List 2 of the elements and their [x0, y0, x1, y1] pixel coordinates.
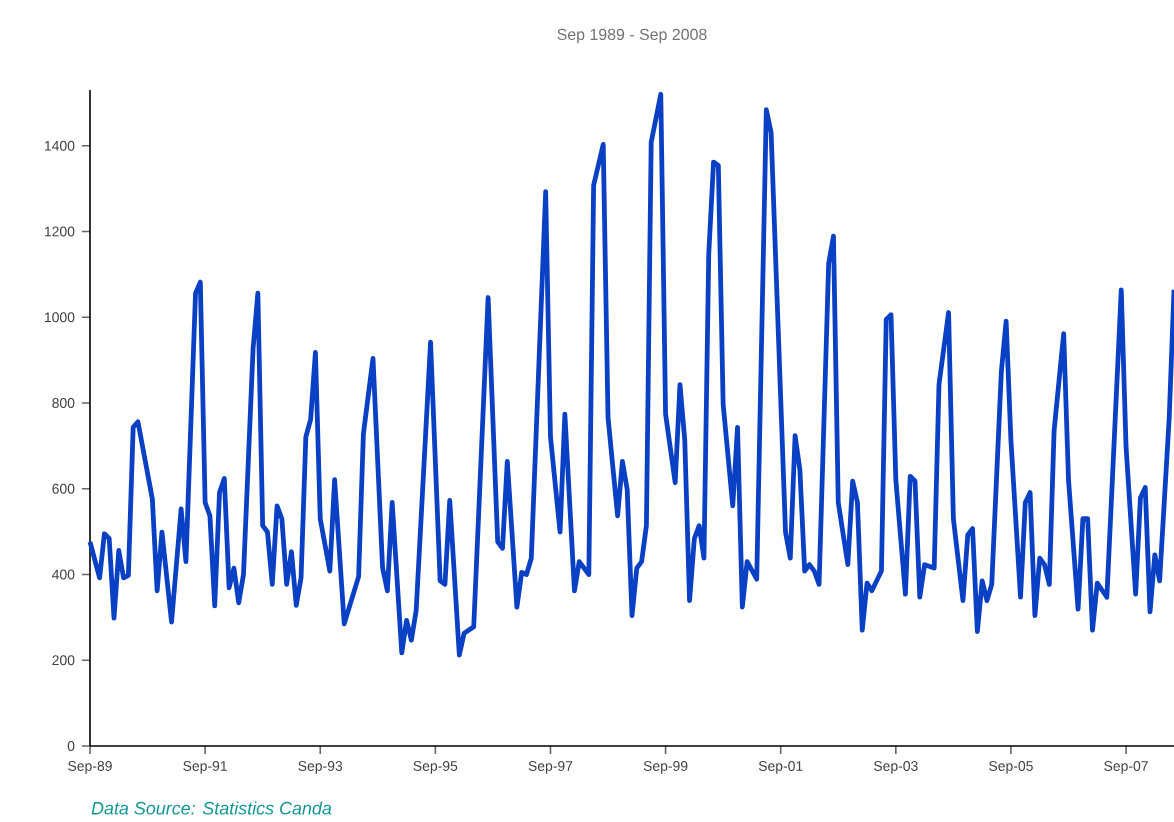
- line-series: [87, 91, 1174, 658]
- text: Data Source: Statistics Canda: [91, 801, 332, 815]
